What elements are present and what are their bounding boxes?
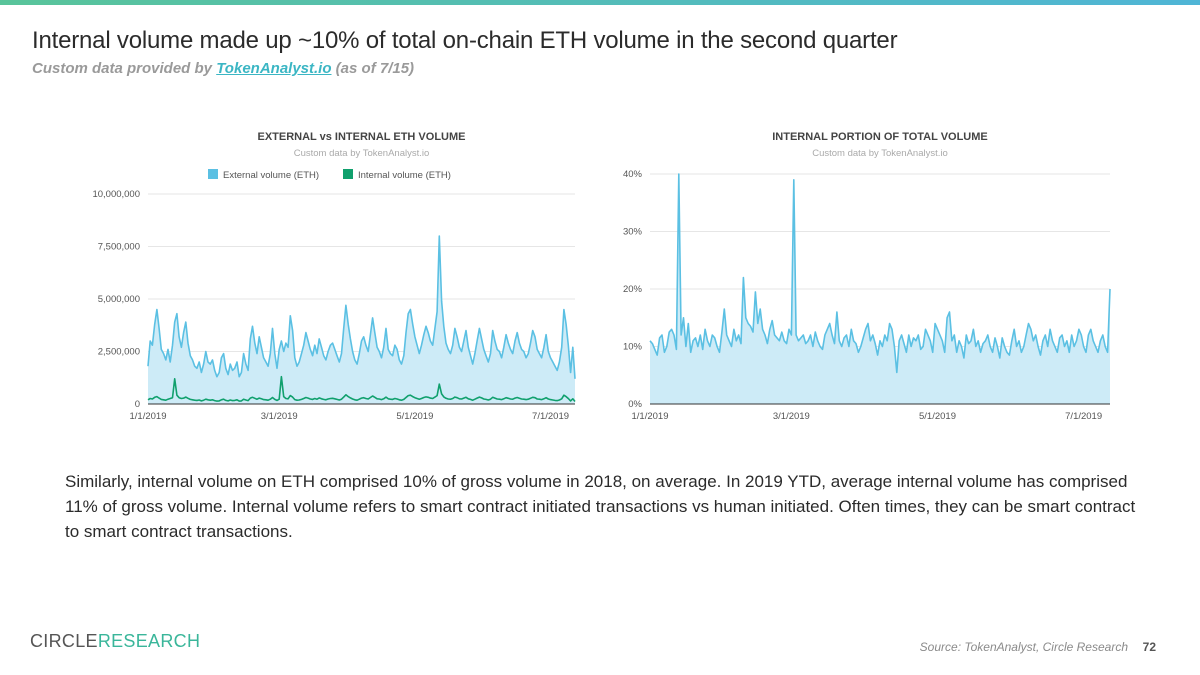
x-tick-label: 5/1/2019 — [919, 411, 956, 422]
y-tick-label: 0% — [628, 399, 642, 410]
chart-title: EXTERNAL vs INTERNAL ETH VOLUME — [257, 131, 465, 143]
top-accent-bar — [0, 0, 1200, 5]
x-tick-label: 1/1/2019 — [130, 411, 167, 422]
chart-title: INTERNAL PORTION OF TOTAL VOLUME — [772, 131, 988, 143]
subtitle-suffix: (as of 7/15) — [331, 60, 415, 77]
y-tick-label: 40% — [623, 169, 643, 180]
source-note: Source: TokenAnalyst, Circle Research — [919, 640, 1128, 654]
y-tick-label: 2,500,000 — [98, 347, 140, 358]
body-paragraph: Similarly, internal volume on ETH compri… — [65, 472, 1136, 541]
x-tick-label: 1/1/2019 — [632, 411, 669, 422]
y-tick-label: 0 — [135, 399, 140, 410]
chart-subtitle: Custom data by TokenAnalyst.io — [812, 148, 948, 159]
legend-swatch — [208, 169, 218, 179]
slide-subtitle: Custom data provided by TokenAnalyst.io … — [32, 60, 414, 77]
series-line-external-volume-eth — [147, 235, 576, 379]
logo-circle: CIRCLE — [30, 631, 98, 651]
x-tick-label: 7/1/2019 — [1065, 411, 1102, 422]
page-number: 72 — [1142, 640, 1156, 654]
series-area-fill — [650, 174, 1110, 404]
legend-swatch — [343, 169, 353, 179]
legend-label: External volume (ETH) — [223, 170, 319, 181]
legend-label: Internal volume (ETH) — [358, 170, 451, 181]
series-area-fill — [148, 236, 575, 404]
series-line-internal-portion — [649, 173, 1111, 374]
y-tick-label: 30% — [623, 227, 643, 238]
logo-research: RESEARCH — [97, 631, 201, 651]
x-tick-label: 3/1/2019 — [773, 411, 810, 422]
y-tick-label: 5,000,000 — [98, 294, 140, 305]
y-tick-label: 10,000,000 — [92, 189, 140, 200]
chart-subtitle: Custom data by TokenAnalyst.io — [294, 148, 430, 159]
subtitle-prefix: Custom data provided by — [32, 60, 217, 77]
y-tick-label: 10% — [623, 342, 643, 353]
tokenanalyst-link[interactable]: TokenAnalyst.io — [216, 60, 332, 77]
x-tick-label: 5/1/2019 — [396, 411, 433, 422]
y-tick-label: 7,500,000 — [98, 242, 140, 253]
x-tick-label: 7/1/2019 — [532, 411, 569, 422]
external-vs-internal-volume-chart: EXTERNAL vs INTERNAL ETH VOLUME Custom da… — [92, 131, 576, 422]
y-tick-label: 20% — [623, 284, 643, 295]
slide-title: Internal volume made up ~10% of total on… — [32, 27, 898, 54]
series-line-internal-volume-eth — [147, 375, 576, 403]
internal-portion-chart: INTERNAL PORTION OF TOTAL VOLUME Custom d… — [623, 131, 1111, 422]
x-tick-label: 3/1/2019 — [261, 411, 298, 422]
circle-research-logo: CIRCLERESEARCH — [30, 631, 200, 652]
